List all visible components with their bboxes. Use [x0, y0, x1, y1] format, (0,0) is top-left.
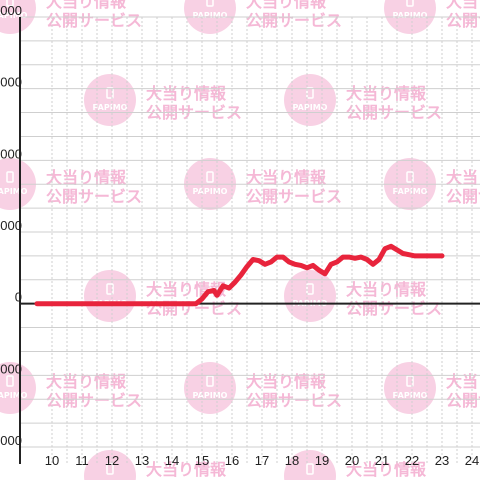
watermark-line1: 大当り情報 — [46, 168, 127, 187]
watermark-line1: 大当り情報 — [346, 280, 427, 299]
phone-icon — [406, 171, 414, 183]
series-layer — [34, 243, 445, 307]
y-tick-label: 3,000 — [0, 218, 22, 233]
x-tick-label: 18 — [285, 453, 299, 468]
watermark-line2: 公開サービス — [46, 187, 142, 206]
watermark-brand: PAPIMO — [0, 187, 28, 196]
phone-icon — [406, 375, 414, 387]
phone-icon — [306, 463, 314, 475]
watermark-line1: 大当り情報 — [346, 84, 427, 103]
x-tick-label: 19 — [315, 453, 329, 468]
watermark-line2: 公開サービス — [46, 391, 142, 410]
watermark-line1: 大当り情報 — [346, 460, 427, 479]
x-tick-label: 11 — [75, 453, 89, 468]
watermark-line2: 公開サービス — [246, 391, 342, 410]
watermark-brand: PAPIMO — [193, 11, 228, 20]
watermark-line1: 大当り情報 — [46, 372, 127, 391]
watermark-line2: 公開サービス — [446, 11, 480, 30]
watermark-logo-icon — [84, 270, 136, 322]
phone-icon — [6, 375, 14, 387]
watermark-line1: 大当り情報 — [246, 0, 327, 11]
x-tick-label: 23 — [435, 453, 449, 468]
watermark-brand: PAPIMO — [0, 11, 28, 20]
watermark-line2: 公開サービス — [446, 187, 480, 206]
watermark-brand: PAPIMO — [93, 103, 128, 112]
watermark-brand: PAPIMO — [193, 187, 228, 196]
x-tick-label: 22 — [405, 453, 419, 468]
x-tick-label: 13 — [135, 453, 149, 468]
phone-icon — [406, 0, 414, 7]
phone-icon — [206, 0, 214, 7]
x-tick-label: 10 — [45, 453, 59, 468]
watermark-logo-icon — [184, 362, 236, 414]
watermark-line2: 公開サービス — [246, 187, 342, 206]
phone-icon — [6, 0, 14, 7]
watermark-line1: 大当り情報 — [146, 460, 227, 479]
watermark-line1: 大当り情報 — [46, 0, 127, 11]
watermark-brand: PAPIMO — [393, 11, 428, 20]
x-tick-label: 14 — [165, 453, 179, 468]
watermark-logo-icon — [0, 0, 36, 34]
x-tick-label: 16 — [225, 453, 239, 468]
x-tick-label: 20 — [345, 453, 359, 468]
watermark-line2: 公開サービス — [46, 11, 142, 30]
watermark-brand: PAPIMO — [293, 103, 328, 112]
y-tick-label: 0 — [15, 290, 22, 305]
watermark-logo-icon — [284, 450, 336, 480]
watermark-brand: PAPIMO — [193, 391, 228, 400]
x-tick-label: 24 — [465, 453, 479, 468]
y-tick-label: -3,000 — [0, 361, 22, 376]
tick-labels: -6,000 -3,000 0 3,000 6,000 9,000 12,000 10 11 12… — [0, 3, 479, 468]
phone-icon — [106, 283, 114, 295]
watermark-line1: 大当り情報 — [446, 0, 480, 11]
watermark-logo-icon — [284, 270, 336, 322]
series-line — [34, 243, 445, 307]
watermark-logo-icon — [0, 158, 36, 210]
watermark-line2: 公開サービス — [246, 11, 342, 30]
grid — [20, 16, 480, 464]
watermark-logo-icon — [84, 74, 136, 126]
phone-icon — [206, 171, 214, 183]
y-tick-label: 12,000 — [0, 3, 22, 18]
phone-icon — [106, 463, 114, 475]
watermark-brand: PAPIMO — [393, 391, 428, 400]
watermark-line2: 公開サービス — [446, 391, 480, 410]
x-tick-label: 17 — [255, 453, 269, 468]
phone-icon — [206, 375, 214, 387]
x-tick-label: 21 — [375, 453, 389, 468]
phone-icon — [106, 87, 114, 99]
y-tick-label: 9,000 — [0, 75, 22, 90]
y-tick-label: 6,000 — [0, 146, 22, 161]
watermark-logo-icon — [384, 362, 436, 414]
watermark-line2: 公開サービス — [346, 299, 442, 318]
x-tick-label: 15 — [195, 453, 209, 468]
phone-icon — [6, 171, 14, 183]
watermark-brand: PAPIMO — [0, 391, 28, 400]
watermark-brand: PAPIMO — [393, 187, 428, 196]
y-tick-label: -6,000 — [0, 433, 22, 448]
x-tick-label: 12 — [105, 453, 119, 468]
